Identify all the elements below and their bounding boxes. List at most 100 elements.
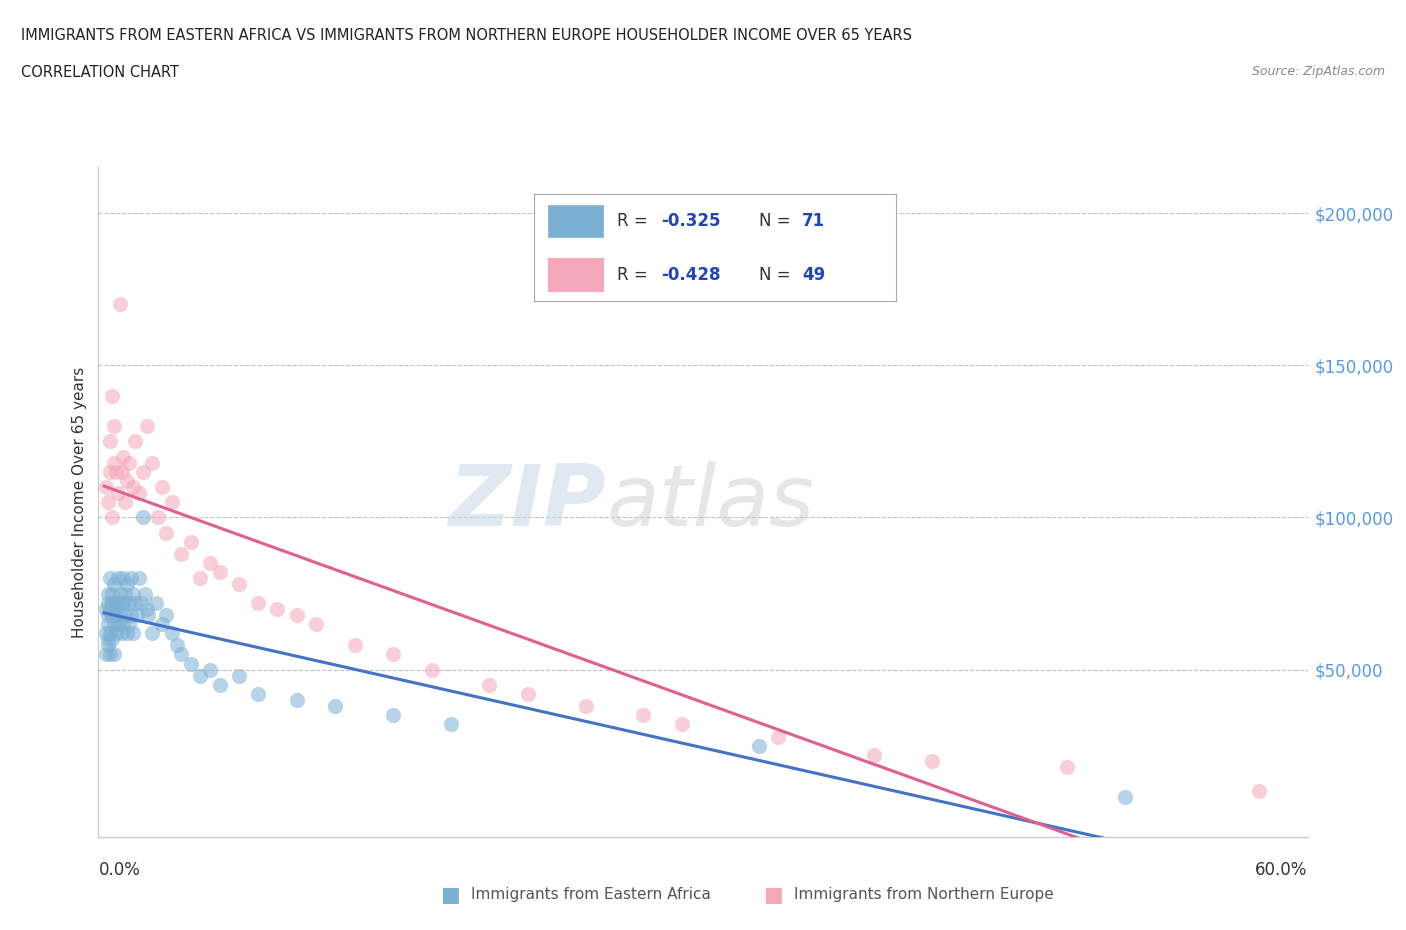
- Text: Immigrants from Eastern Africa: Immigrants from Eastern Africa: [471, 887, 711, 902]
- Text: 0.0%: 0.0%: [98, 860, 141, 879]
- Point: [305, 617, 328, 631]
- Point: [440, 717, 463, 732]
- Point: [228, 577, 250, 591]
- Point: [180, 656, 202, 671]
- Point: [155, 607, 177, 622]
- Point: [104, 464, 127, 479]
- Y-axis label: Householder Income Over 65 years: Householder Income Over 65 years: [72, 366, 87, 638]
- Point: [131, 464, 153, 479]
- Point: [97, 595, 120, 610]
- Point: [150, 617, 173, 631]
- Point: [180, 535, 202, 550]
- Point: [117, 577, 139, 591]
- Point: [120, 571, 142, 586]
- Point: [141, 455, 163, 470]
- Point: [112, 571, 135, 586]
- Point: [103, 455, 125, 470]
- Point: [125, 607, 148, 622]
- Text: CORRELATION CHART: CORRELATION CHART: [21, 65, 179, 80]
- Point: [247, 595, 270, 610]
- Point: [122, 480, 145, 495]
- Point: [107, 571, 129, 586]
- Point: [112, 595, 135, 610]
- Point: [107, 595, 129, 610]
- Point: [122, 626, 145, 641]
- Point: [101, 631, 124, 646]
- Point: [671, 717, 693, 732]
- Point: [98, 647, 121, 662]
- Point: [921, 753, 943, 768]
- Point: [1056, 760, 1078, 775]
- Point: [141, 626, 163, 641]
- Text: ■: ■: [763, 884, 783, 905]
- Point: [382, 708, 405, 723]
- Point: [107, 485, 129, 500]
- Point: [134, 586, 156, 601]
- Point: [285, 607, 308, 622]
- Point: [98, 626, 121, 641]
- Point: [101, 586, 124, 601]
- Point: [94, 626, 117, 641]
- Point: [135, 602, 157, 617]
- Point: [160, 626, 183, 641]
- Point: [114, 607, 136, 622]
- Point: [118, 595, 141, 610]
- Point: [1114, 790, 1136, 804]
- Point: [382, 647, 405, 662]
- Point: [208, 677, 231, 692]
- Point: [110, 595, 132, 610]
- Point: [198, 662, 221, 677]
- Point: [146, 510, 169, 525]
- Point: [97, 586, 120, 601]
- Point: [97, 607, 120, 622]
- Point: [129, 595, 152, 610]
- Point: [155, 525, 177, 540]
- Point: [323, 698, 346, 713]
- Point: [420, 662, 443, 677]
- Point: [208, 565, 231, 579]
- Point: [120, 607, 142, 622]
- Point: [108, 607, 131, 622]
- Point: [766, 729, 789, 744]
- Text: Immigrants from Northern Europe: Immigrants from Northern Europe: [794, 887, 1054, 902]
- Point: [166, 638, 188, 653]
- Point: [94, 480, 117, 495]
- Point: [128, 485, 150, 500]
- Text: IMMIGRANTS FROM EASTERN AFRICA VS IMMIGRANTS FROM NORTHERN EUROPE HOUSEHOLDER IN: IMMIGRANTS FROM EASTERN AFRICA VS IMMIGR…: [21, 28, 912, 43]
- Point: [107, 617, 129, 631]
- Point: [131, 510, 153, 525]
- Point: [145, 595, 167, 610]
- Point: [135, 418, 157, 433]
- Point: [97, 617, 120, 631]
- Text: atlas: atlas: [606, 460, 814, 544]
- Point: [104, 595, 127, 610]
- Point: [112, 617, 135, 631]
- Point: [94, 602, 117, 617]
- Point: [170, 647, 193, 662]
- Point: [285, 693, 308, 708]
- Point: [1249, 784, 1271, 799]
- Point: [110, 464, 132, 479]
- Point: [110, 626, 132, 641]
- Point: [170, 547, 193, 562]
- Point: [101, 595, 124, 610]
- Point: [343, 638, 366, 653]
- Point: [108, 586, 131, 601]
- Point: [101, 510, 124, 525]
- Point: [118, 617, 141, 631]
- Point: [190, 571, 212, 586]
- Point: [118, 455, 141, 470]
- Text: 60.0%: 60.0%: [1256, 860, 1308, 879]
- Point: [190, 669, 212, 684]
- Text: Source: ZipAtlas.com: Source: ZipAtlas.com: [1251, 65, 1385, 78]
- Point: [122, 586, 145, 601]
- Point: [150, 480, 173, 495]
- Point: [97, 631, 120, 646]
- Point: [103, 577, 125, 591]
- Point: [114, 495, 136, 510]
- Point: [228, 669, 250, 684]
- Point: [101, 388, 124, 403]
- Point: [160, 495, 183, 510]
- Point: [97, 495, 120, 510]
- Point: [103, 418, 125, 433]
